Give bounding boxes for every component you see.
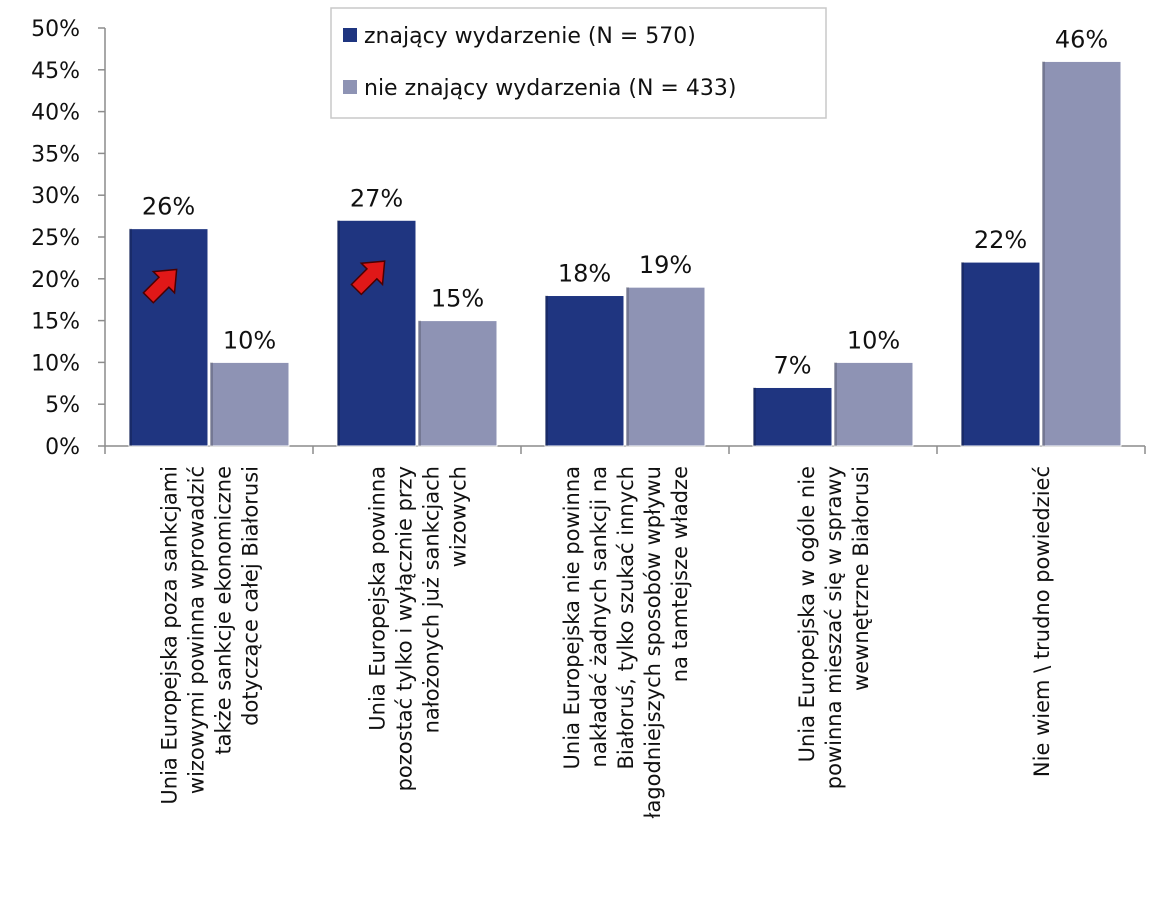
bar-0-0 xyxy=(128,228,209,447)
category-label-1-line-2: nałożonych już sankcjach xyxy=(420,466,444,733)
bar-0-1 xyxy=(336,219,417,447)
bar-1-2 xyxy=(625,286,706,447)
bar-shade-1-0 xyxy=(210,362,213,446)
bar-1-4 xyxy=(1041,60,1122,447)
category-label-0-line-1: wizowymi powinna wprowadzić xyxy=(185,466,209,794)
category-label-3-line-1: powinna mieszać się w sprawy xyxy=(822,466,846,789)
category-label-1-line-3: wizowych xyxy=(447,466,471,567)
y-tick-label: 15% xyxy=(31,310,80,335)
data-label-1-1: 15% xyxy=(431,285,484,313)
bar-0-3 xyxy=(752,386,833,447)
data-label-0-3: 7% xyxy=(773,351,811,379)
data-label-0-1: 27% xyxy=(350,184,403,212)
category-label-3-line-0: Unia Europejska w ogóle nie xyxy=(795,466,819,762)
y-tick-label: 50% xyxy=(31,17,80,42)
data-label-1-4: 46% xyxy=(1055,25,1108,53)
y-tick-label: 10% xyxy=(31,351,80,376)
bar-0-4 xyxy=(960,261,1041,447)
bar-1-0 xyxy=(209,361,290,447)
data-label-0-4: 22% xyxy=(974,226,1027,254)
category-label-2-line-3: łagodniejszych sposobów wpływu xyxy=(641,466,665,819)
red-arrow-shape xyxy=(142,268,178,304)
bar-shade-1-4 xyxy=(1042,61,1045,446)
y-tick-label: 25% xyxy=(31,226,80,251)
bar-0-2 xyxy=(544,295,625,447)
y-tick-label: 35% xyxy=(31,142,80,167)
y-tick-label: 20% xyxy=(31,268,80,293)
category-label-0-line-0: Unia Europejska poza sankcjami xyxy=(158,466,182,805)
legend-swatch-1 xyxy=(343,80,357,94)
bar-shade-1-1 xyxy=(418,320,421,446)
bar-shade-1-3 xyxy=(834,362,837,446)
category-label-2-line-0: Unia Europejska nie powinna xyxy=(560,466,584,769)
data-label-1-0: 10% xyxy=(223,326,276,354)
category-label-1-line-0: Unia Europejska powinna xyxy=(366,466,390,731)
red-arrow-icon xyxy=(350,260,386,296)
category-label-0-line-2: także sankcje ekonomiczne xyxy=(212,466,236,755)
category-label-2-line-4: na tamtejsze władze xyxy=(668,466,692,682)
legend-box xyxy=(330,7,827,119)
y-axis-ticks: 0% 5% 10% 15% 20% 25% 30% 35% 40% 45% 50% xyxy=(31,17,105,460)
category-label-4-line-0: Nie wiem \ trudno powiedzieć xyxy=(1030,466,1054,777)
category-labels: Unia Europejska poza sankcjami wizowymi p… xyxy=(158,466,1055,819)
bar-shade-0-0 xyxy=(129,228,132,446)
red-arrow-shape xyxy=(350,260,386,296)
bar-1-3 xyxy=(833,361,914,447)
data-label-0-0: 26% xyxy=(142,193,195,221)
data-label-0-2: 18% xyxy=(558,260,611,288)
y-tick-label: 30% xyxy=(31,184,80,209)
category-label-3-line-2: wewnętrzne Białorusi xyxy=(849,466,873,691)
category-label-0-line-3: dotyczące całej Białorusi xyxy=(239,466,263,726)
bar-shade-0-3 xyxy=(753,387,756,446)
legend-swatch-0 xyxy=(343,28,357,42)
bars xyxy=(128,60,1122,447)
y-tick-label: 45% xyxy=(31,59,80,84)
category-label-1-line-1: pozostać tylko i wyłącznie przy xyxy=(393,466,417,791)
bar-1-1 xyxy=(417,320,498,447)
red-arrow-icon xyxy=(142,268,178,304)
bar-shade-0-1 xyxy=(337,220,340,446)
data-labels: 26% 10% 27% 15% 18% 19% 7% 10% 22% 46% xyxy=(142,25,1108,379)
legend: znający wydarzenie (N = 570) nie znający… xyxy=(330,7,827,119)
category-label-2-line-2: Białoruś, tylko szukać innych xyxy=(614,466,638,770)
bar-shade-0-2 xyxy=(545,295,548,446)
data-label-1-2: 19% xyxy=(639,251,692,279)
y-tick-label: 5% xyxy=(45,393,80,418)
category-label-2-line-1: nakładać żadnych sankcji na xyxy=(587,466,611,767)
y-tick-label: 0% xyxy=(45,435,80,460)
legend-label-1: nie znający wydarzenia (N = 433) xyxy=(364,76,736,101)
annotations xyxy=(142,260,386,304)
data-label-1-3: 10% xyxy=(847,326,900,354)
bar-shade-1-2 xyxy=(626,287,629,446)
legend-label-0: znający wydarzenie (N = 570) xyxy=(364,24,696,49)
bar-shade-0-4 xyxy=(961,262,964,446)
y-tick-label: 40% xyxy=(31,101,80,126)
